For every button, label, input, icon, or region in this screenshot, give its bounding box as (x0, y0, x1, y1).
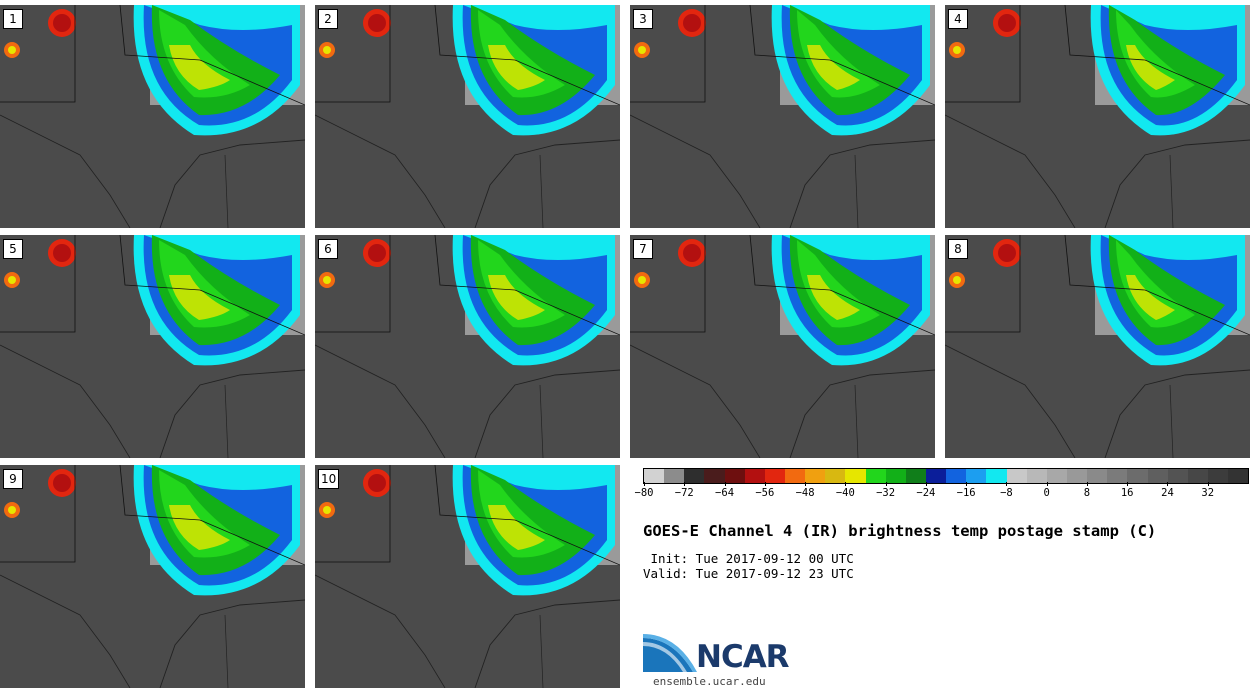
colorbar-tick-label: 24 (1161, 487, 1174, 499)
colorbar-swatch (1167, 469, 1188, 483)
colorbar-swatch (1046, 469, 1067, 483)
panel-number-label: 8 (948, 239, 968, 259)
colorbar-swatch (1127, 469, 1148, 483)
colorbar-tick-label: −16 (956, 487, 976, 499)
colorbar-swatch (744, 469, 765, 483)
valid-time: Valid: Tue 2017-09-12 23 UTC (643, 566, 854, 581)
colorbar-tick (684, 482, 686, 486)
colorbar-swatch (1228, 469, 1249, 483)
panel-number-label: 3 (633, 9, 653, 29)
colorbar-swatch (845, 469, 866, 483)
colorbar-tick-label: 16 (1120, 487, 1134, 499)
satellite-image (945, 5, 1250, 228)
colorbar-tick-label: −32 (876, 487, 896, 499)
colorbar-tick (724, 482, 726, 486)
panel-number-label: 6 (318, 239, 338, 259)
forecast-panel: 1 (0, 5, 305, 228)
colorbar-swatch (805, 469, 826, 483)
colorbar-tick (764, 482, 766, 486)
colorbar-tick-label: −80 (634, 487, 654, 499)
chart-title: GOES-E Channel 4 (IR) brightness temp po… (643, 522, 1157, 540)
colorbar-tick-label: 32 (1201, 487, 1215, 499)
colorbar-swatch (986, 469, 1007, 483)
colorbar-swatch (684, 469, 705, 483)
colorbar-swatch (644, 469, 665, 483)
panel-number-label: 10 (318, 469, 340, 489)
colorbar-swatch (925, 469, 947, 483)
colorbar-tick-label: −40 (835, 487, 855, 499)
satellite-image (630, 5, 935, 228)
init-time: Init: Tue 2017-09-12 00 UTC (643, 551, 854, 566)
colorbar-swatch (966, 469, 987, 483)
colorbar-tick-label: −48 (795, 487, 815, 499)
colorbar-tick (805, 482, 807, 486)
colorbar-tick-label: −24 (916, 487, 936, 499)
panel-number-label: 5 (3, 239, 23, 259)
colorbar-swatch (825, 469, 846, 483)
forecast-panel: 8 (945, 235, 1250, 458)
ncar-logo-icon (643, 634, 697, 672)
colorbar-swatch (1006, 469, 1027, 483)
colorbar-swatch (704, 469, 725, 483)
colorbar-tick-label: 8 (1083, 487, 1091, 499)
colorbar-swatch (905, 469, 926, 483)
colorbar-tick (845, 482, 847, 486)
colorbar-swatch (764, 469, 785, 483)
forecast-panel: 5 (0, 235, 305, 458)
satellite-image (0, 5, 305, 228)
forecast-panel: 2 (315, 5, 620, 228)
colorbar-swatch (664, 469, 685, 483)
colorbar-swatch (1087, 469, 1108, 483)
panel-number-label: 1 (3, 9, 23, 29)
forecast-panel: 3 (630, 5, 935, 228)
panel-number-label: 4 (948, 9, 968, 29)
colorbar-swatch (1207, 469, 1229, 483)
colorbar-swatch (1107, 469, 1128, 483)
colorbar-tick-label: −72 (674, 487, 694, 499)
colorbar-swatch (1147, 469, 1168, 483)
forecast-panel: 7 (630, 235, 935, 458)
colorbar-tick (1167, 482, 1169, 486)
satellite-image (945, 235, 1250, 458)
panel-number-label: 9 (3, 469, 23, 489)
colorbar-tick (644, 482, 645, 486)
colorbar-swatch (784, 469, 806, 483)
colorbar-swatch (885, 469, 906, 483)
satellite-image (630, 235, 935, 458)
ncar-logo-text: NCAR (696, 639, 790, 675)
colorbar-tick (1127, 482, 1129, 486)
colorbar-tick (1046, 482, 1048, 486)
panel-number-label: 2 (318, 9, 338, 29)
colorbar-tick (925, 482, 927, 486)
satellite-image (0, 465, 305, 688)
colorbar-ticks: −80 −72 −64 −56 −48 −40 −32 −24 −16 −8 0 8 16 24 32 (635, 482, 1249, 512)
colorbar-tick-label: 0 (1043, 487, 1050, 499)
colorbar (643, 468, 1249, 484)
satellite-image (315, 5, 620, 228)
satellite-image (315, 465, 620, 688)
colorbar-tick-label: −64 (715, 487, 735, 499)
colorbar-swatch (1026, 469, 1047, 483)
colorbar-swatch (865, 469, 886, 483)
forecast-panel: 4 (945, 5, 1250, 228)
colorbar-tick-label: −8 (1000, 487, 1013, 499)
colorbar-swatch (724, 469, 745, 483)
satellite-image (315, 235, 620, 458)
site-url: ensemble.ucar.edu (653, 675, 766, 688)
forecast-panel: 6 (315, 235, 620, 458)
colorbar-tick (1207, 482, 1209, 486)
colorbar-tick (1086, 482, 1088, 486)
colorbar-tick-label: −56 (755, 487, 775, 499)
colorbar-tick (1006, 482, 1008, 486)
forecast-panel: 10 (315, 465, 620, 688)
forecast-panel: 9 (0, 465, 305, 688)
colorbar-swatch (946, 469, 967, 483)
panel-number-label: 7 (633, 239, 653, 259)
colorbar-tick (885, 482, 887, 486)
colorbar-swatch (1187, 469, 1208, 483)
satellite-image (0, 235, 305, 458)
colorbar-swatch (1066, 469, 1088, 483)
colorbar-tick (966, 482, 968, 486)
